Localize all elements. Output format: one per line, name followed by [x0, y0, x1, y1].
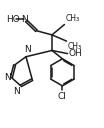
Text: CH₃: CH₃ — [68, 42, 82, 51]
Text: CH₃: CH₃ — [66, 14, 80, 23]
Text: N: N — [14, 87, 20, 96]
Text: OH: OH — [69, 49, 82, 58]
Text: N: N — [4, 73, 11, 82]
Text: N: N — [24, 45, 30, 54]
Text: HO: HO — [6, 15, 20, 24]
Text: N: N — [22, 15, 28, 24]
Text: Cl: Cl — [58, 92, 67, 101]
